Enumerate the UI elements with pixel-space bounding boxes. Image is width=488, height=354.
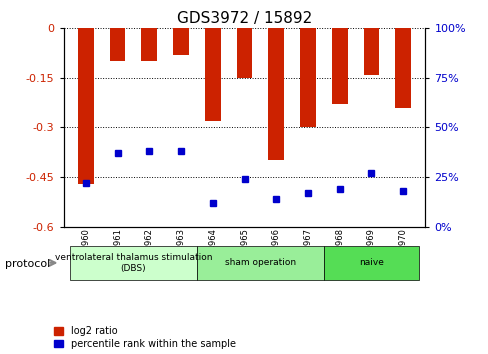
Legend: log2 ratio, percentile rank within the sample: log2 ratio, percentile rank within the s… (54, 326, 236, 349)
Bar (78, 28, 94, 184)
Text: naive: naive (358, 258, 383, 267)
Bar (300, 28, 315, 127)
Bar (173, 28, 188, 55)
Text: protocol: protocol (5, 259, 50, 269)
Bar (109, 28, 125, 61)
Bar (197, 246, 323, 280)
Bar (268, 28, 284, 160)
Bar (70, 246, 197, 280)
Bar (236, 28, 252, 78)
Text: sham operation: sham operation (224, 258, 295, 267)
Title: GDS3972 / 15892: GDS3972 / 15892 (177, 11, 311, 26)
Bar (141, 28, 157, 61)
Bar (204, 28, 220, 121)
Bar (363, 28, 379, 75)
Bar (323, 246, 418, 280)
Bar (394, 28, 410, 108)
Text: ventrolateral thalamus stimulation
(DBS): ventrolateral thalamus stimulation (DBS) (55, 253, 212, 273)
Bar (331, 28, 347, 104)
